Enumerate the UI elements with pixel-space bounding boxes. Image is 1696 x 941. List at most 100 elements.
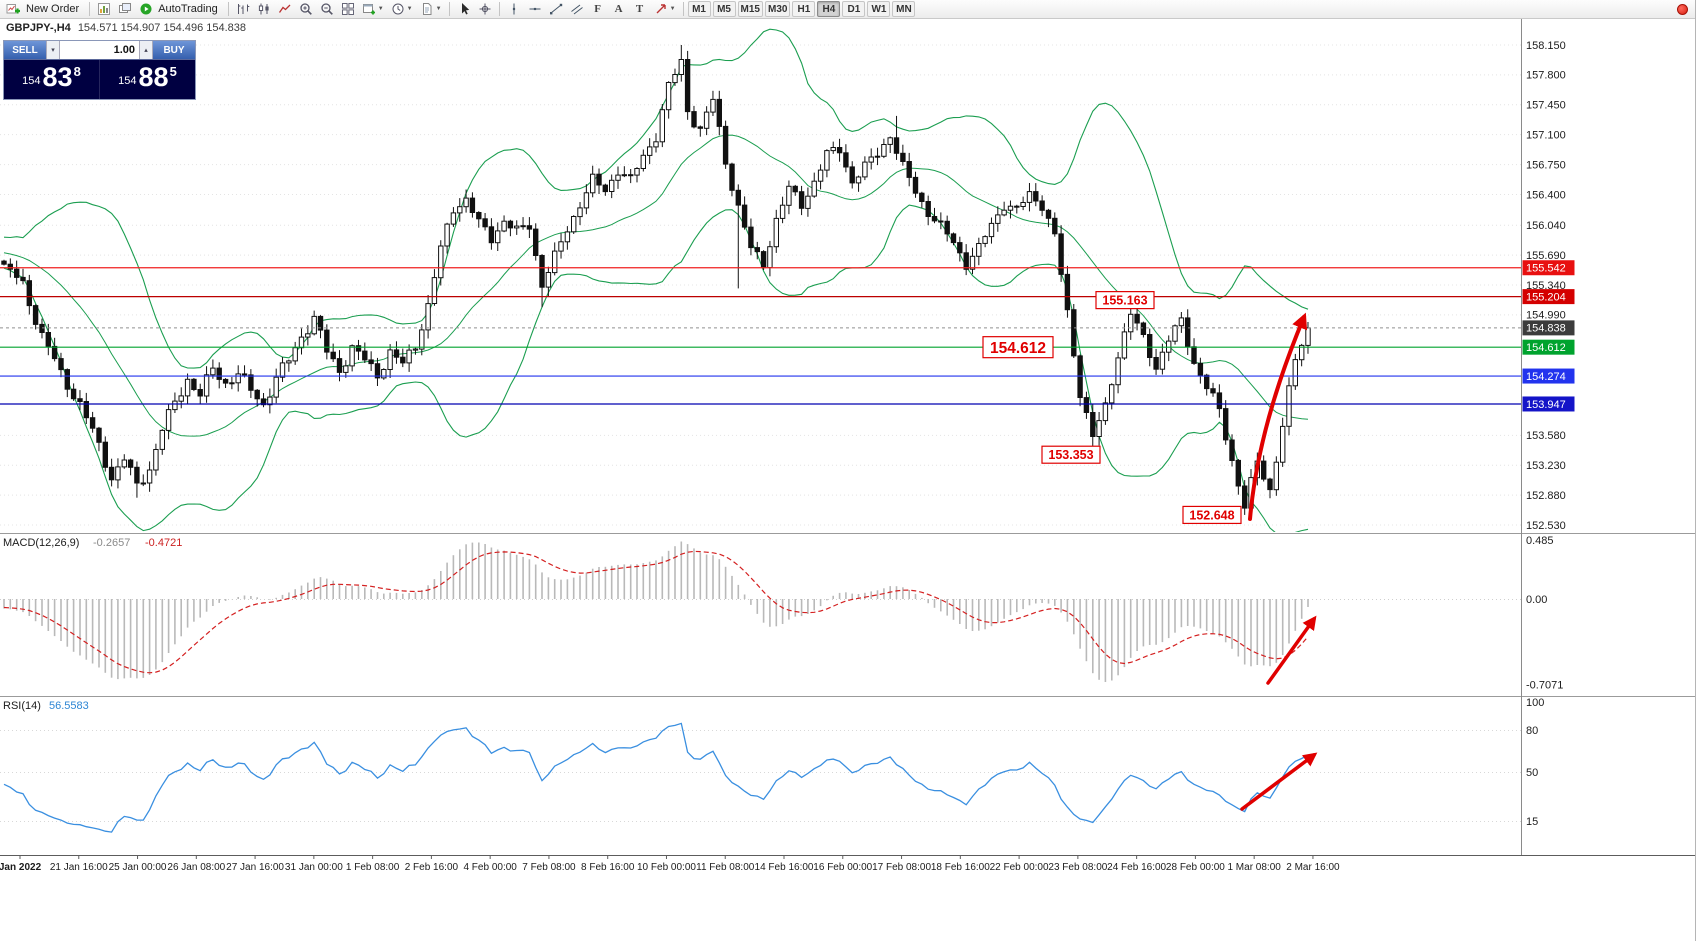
svg-text:153.947: 153.947	[1526, 399, 1566, 411]
horizontal-line-button[interactable]	[525, 1, 545, 18]
timeframe-h1-button[interactable]: H1	[792, 1, 816, 17]
dropdown-caret-icon: ▼	[377, 6, 384, 12]
cursor-icon	[461, 3, 469, 15]
new-order-button[interactable]: New Order	[3, 1, 85, 18]
autotrading-button[interactable]: AutoTrading	[136, 1, 224, 18]
bid-pip-digit: 8	[73, 64, 81, 79]
arrow-tool-icon	[656, 4, 666, 14]
vertical-line-button[interactable]	[504, 1, 524, 18]
zoom-out-button[interactable]	[317, 1, 337, 18]
timeframe-w1-button[interactable]: W1	[867, 1, 891, 17]
timeframe-h4-button[interactable]: H4	[817, 1, 841, 17]
autotrading-icon	[140, 3, 152, 15]
rsi-line	[3, 722, 1309, 833]
volume-up-button[interactable]: ▴	[139, 41, 153, 59]
timeframe-mn-button[interactable]: MN	[892, 1, 916, 17]
macd-main-value: -0.2657	[93, 537, 130, 549]
toolbar-separator	[89, 2, 91, 16]
periods-button[interactable]: ▼	[388, 1, 416, 18]
bollinger-middle-band	[3, 134, 1309, 437]
svg-text:31 Jan 00:00: 31 Jan 00:00	[285, 862, 343, 873]
svg-text:80: 80	[1526, 725, 1538, 737]
chart-bars-button[interactable]	[233, 1, 253, 18]
sell-button[interactable]: SELL	[4, 41, 46, 59]
tile-windows-button[interactable]	[338, 1, 358, 18]
svg-text:25 Jan 00:00: 25 Jan 00:00	[109, 862, 167, 873]
svg-text:157.100: 157.100	[1526, 129, 1566, 141]
notification-button[interactable]	[1672, 1, 1692, 18]
svg-text:153.353: 153.353	[1048, 448, 1093, 462]
trendline-button[interactable]	[546, 1, 566, 18]
cursor-button[interactable]	[454, 1, 474, 18]
svg-text:27 Jan 16:00: 27 Jan 16:00	[226, 862, 284, 873]
timeframe-m15-button[interactable]: M15	[737, 1, 763, 17]
macd-signal-line	[3, 550, 1309, 674]
buy-button[interactable]: BUY	[153, 41, 195, 59]
crosshair-button[interactable]	[475, 1, 495, 18]
ask-prefix: 154	[118, 75, 137, 87]
volume-down-button[interactable]: ▾	[46, 41, 60, 59]
macd-label: MACD(12,26,9)	[3, 537, 79, 549]
toolbar-separator	[448, 2, 450, 16]
svg-text:155.204: 155.204	[1526, 291, 1566, 303]
svg-text:24 Feb 16:00: 24 Feb 16:00	[1107, 862, 1166, 873]
market-watch-icon	[98, 3, 111, 15]
svg-text:10 Feb 00:00: 10 Feb 00:00	[637, 862, 696, 873]
trade-controls-row: SELL ▾ ▴ BUY	[4, 41, 195, 60]
new-chart-button[interactable]: ▼	[359, 1, 387, 18]
svg-text:154.274: 154.274	[1526, 371, 1566, 383]
autotrading-label: AutoTrading	[158, 3, 218, 15]
clock-icon	[392, 3, 404, 15]
timeframe-m1-button[interactable]: M1	[687, 1, 711, 17]
svg-text:153.230: 153.230	[1526, 460, 1566, 472]
candlestick-series	[1, 45, 1311, 516]
trendline-icon	[549, 3, 562, 15]
horizontal-line-icon	[529, 7, 541, 11]
chart-canvas[interactable]: 158.150 157.800 157.450 157.100 156.750 156.4…	[0, 19, 1696, 941]
bid-price[interactable]: 154 83 8	[4, 60, 99, 99]
charts-button[interactable]	[115, 1, 135, 18]
label-icon: T	[635, 2, 644, 15]
chart-line-button[interactable]	[275, 1, 295, 18]
svg-text:155.163: 155.163	[1102, 294, 1147, 308]
tile-windows-icon	[341, 3, 354, 15]
ask-price[interactable]: 154 88 5	[99, 60, 195, 99]
text-button[interactable]: A	[609, 1, 629, 18]
line-chart-icon	[278, 4, 291, 13]
new-order-label: New Order	[26, 3, 80, 15]
ohlc-values: 154.571 154.907 154.496 154.838	[77, 22, 247, 34]
chart-candles-button[interactable]	[254, 1, 274, 18]
templates-button[interactable]: ▼	[417, 1, 445, 18]
svg-text:23 Feb 08:00: 23 Feb 08:00	[1048, 862, 1107, 873]
timeframe-d1-button[interactable]: D1	[842, 1, 866, 17]
timeframe-m5-button[interactable]: M5	[712, 1, 736, 17]
channel-button[interactable]	[567, 1, 587, 18]
svg-text:18 Feb 16:00: 18 Feb 16:00	[931, 862, 990, 873]
market-watch-button[interactable]	[94, 1, 114, 18]
timeframe-m30-button[interactable]: M30	[764, 1, 791, 17]
zoom-out-icon	[321, 3, 333, 15]
svg-text:0.485: 0.485	[1526, 535, 1554, 547]
toolbar: New Order AutoTrading	[0, 0, 1695, 19]
volume-input[interactable]	[60, 41, 139, 59]
text-icon: A	[614, 2, 623, 15]
bid-big-digits: 83	[42, 62, 73, 92]
dropdown-caret-icon: ▼	[669, 6, 676, 12]
ask-big-digits: 88	[138, 62, 169, 92]
arrows-button[interactable]: ▼	[651, 1, 679, 18]
fibonacci-button[interactable]: F	[588, 1, 608, 18]
horizontal-level-lines[interactable]	[0, 267, 1521, 405]
svg-text:1 Mar 08:00: 1 Mar 08:00	[1227, 862, 1281, 873]
dropdown-caret-icon: ▼	[406, 6, 413, 12]
svg-text:153.580: 153.580	[1526, 430, 1566, 442]
svg-text:155.542: 155.542	[1526, 263, 1566, 275]
label-button[interactable]: T	[630, 1, 650, 18]
zoom-in-button[interactable]	[296, 1, 316, 18]
svg-text:156.400: 156.400	[1526, 189, 1566, 201]
svg-text:154.612: 154.612	[990, 340, 1046, 357]
svg-text:100: 100	[1526, 697, 1544, 709]
svg-text:1 Feb 08:00: 1 Feb 08:00	[346, 862, 400, 873]
bid-ask-row: 154 83 8 154 88 5	[4, 60, 195, 99]
macd-signal-value: -0.4721	[145, 537, 182, 549]
